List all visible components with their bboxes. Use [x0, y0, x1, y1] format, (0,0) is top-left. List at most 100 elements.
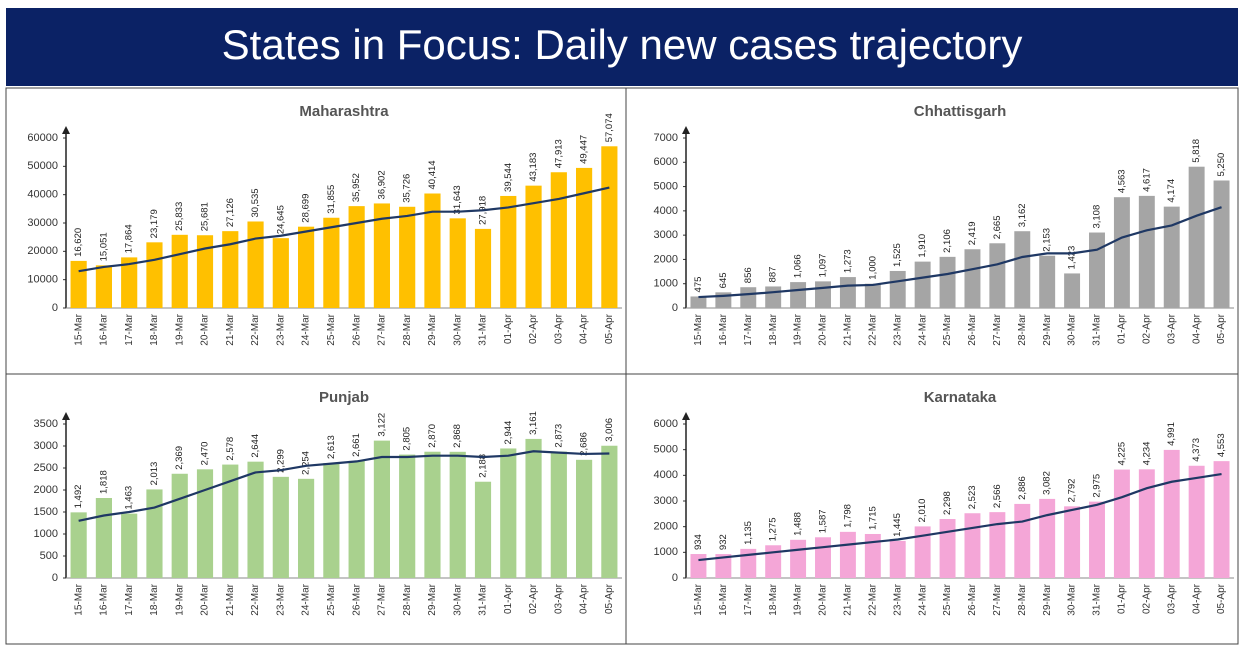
- y-tick-label: 5000: [654, 444, 678, 456]
- value-label: 2,975: [1092, 474, 1103, 498]
- value-label: 49,447: [579, 135, 590, 164]
- y-tick-label: 40000: [27, 189, 58, 201]
- bar: [171, 473, 188, 578]
- bar: [146, 242, 163, 308]
- panel-title: Maharashtra: [299, 103, 389, 120]
- bar: [424, 193, 441, 308]
- value-label: 2,369: [174, 446, 185, 470]
- value-label: 5,818: [1191, 139, 1202, 163]
- value-label: 4,991: [1166, 422, 1177, 446]
- bar: [1163, 449, 1180, 578]
- bar: [576, 167, 593, 308]
- y-tick-label: 20000: [27, 245, 58, 257]
- bar: [964, 513, 981, 578]
- bar: [500, 448, 517, 578]
- value-label: 3,006: [604, 418, 615, 442]
- bar: [1039, 255, 1056, 308]
- y-tick-label: 0: [672, 302, 678, 314]
- x-tick-label: 23-Mar: [892, 313, 903, 345]
- x-tick-label: 29-Mar: [427, 583, 438, 615]
- bar: [989, 243, 1006, 308]
- x-tick-label: 01-Apr: [503, 583, 514, 614]
- value-label: 1,492: [73, 485, 84, 509]
- bar: [815, 281, 831, 308]
- value-label: 2,944: [503, 421, 514, 445]
- value-label: 1,273: [842, 249, 853, 273]
- y-tick-label: 3000: [34, 440, 58, 452]
- x-tick-label: 16-Mar: [718, 583, 729, 615]
- value-label: 1,066: [793, 254, 804, 278]
- value-label: 3,162: [1017, 203, 1028, 227]
- y-tick-label: 30000: [27, 217, 58, 229]
- bar: [740, 287, 757, 308]
- bar: [1138, 469, 1155, 578]
- panel-title: Karnataka: [924, 389, 997, 406]
- trend-line: [698, 472, 1222, 562]
- bar: [839, 531, 856, 578]
- value-label: 475: [693, 277, 704, 293]
- x-tick-label: 04-Apr: [1191, 313, 1202, 344]
- x-tick-label: 24-Mar: [917, 583, 928, 615]
- value-label: 2,578: [225, 437, 236, 461]
- x-tick-label: 17-Mar: [124, 313, 135, 345]
- bar: [1188, 465, 1205, 578]
- trend-line: [698, 206, 1222, 299]
- bar: [525, 438, 542, 578]
- bar: [449, 451, 466, 578]
- bar: [790, 282, 807, 308]
- x-tick-label: 16-Mar: [99, 583, 110, 615]
- x-tick-label: 22-Mar: [250, 313, 261, 345]
- y-tick-label: 4000: [654, 469, 678, 481]
- value-label: 36,902: [376, 170, 387, 199]
- bar: [1213, 461, 1230, 578]
- x-tick-label: 30-Mar: [1067, 313, 1078, 345]
- value-label: 16,620: [73, 228, 84, 257]
- y-tick-label: 1000: [654, 278, 678, 290]
- x-tick-label: 23-Mar: [275, 583, 286, 615]
- x-tick-label: 22-Mar: [867, 583, 878, 615]
- x-tick-label: 30-Mar: [452, 313, 463, 345]
- value-label: 27,126: [225, 198, 236, 227]
- value-label: 2,805: [402, 427, 413, 451]
- x-tick-label: 30-Mar: [1067, 583, 1078, 615]
- value-label: 932: [718, 534, 729, 550]
- x-tick-label: 18-Mar: [768, 313, 779, 345]
- bar: [815, 537, 831, 578]
- x-tick-label: 16-Mar: [99, 313, 110, 345]
- y-tick-label: 0: [672, 572, 678, 584]
- bar: [474, 481, 492, 578]
- bar: [889, 540, 906, 578]
- y-tick-label: 0: [52, 302, 58, 314]
- bar: [1188, 166, 1205, 308]
- bar: [715, 554, 732, 578]
- value-label: 40,414: [427, 160, 438, 189]
- value-label: 2,254: [301, 451, 312, 475]
- axis-arrow: [62, 126, 70, 134]
- value-label: 2,868: [452, 424, 463, 448]
- bar: [196, 235, 214, 308]
- bar: [95, 265, 112, 308]
- x-tick-label: 27-Mar: [377, 583, 388, 615]
- value-label: 2,686: [579, 432, 590, 456]
- value-label: 2,153: [1042, 228, 1053, 252]
- value-label: 1,818: [98, 470, 109, 494]
- x-tick-label: 29-Mar: [427, 313, 438, 345]
- value-label: 23,179: [149, 209, 160, 238]
- y-tick-label: 6000: [654, 418, 678, 430]
- x-tick-label: 24-Mar: [917, 313, 928, 345]
- y-tick-label: 7000: [654, 132, 678, 144]
- x-tick-label: 17-Mar: [124, 583, 135, 615]
- y-tick-label: 2000: [654, 253, 678, 265]
- value-label: 39,544: [503, 163, 514, 192]
- value-label: 2,873: [553, 424, 564, 448]
- value-label: 1,275: [768, 517, 779, 541]
- x-tick-label: 16-Mar: [718, 313, 729, 345]
- value-label: 1,445: [892, 513, 903, 537]
- x-tick-label: 28-Mar: [402, 583, 413, 615]
- value-label: 1,463: [124, 486, 135, 510]
- bar: [399, 454, 416, 578]
- x-tick-label: 18-Mar: [149, 583, 160, 615]
- y-tick-label: 1000: [654, 546, 678, 558]
- value-label: 3,108: [1092, 205, 1103, 229]
- y-tick-label: 3000: [654, 495, 678, 507]
